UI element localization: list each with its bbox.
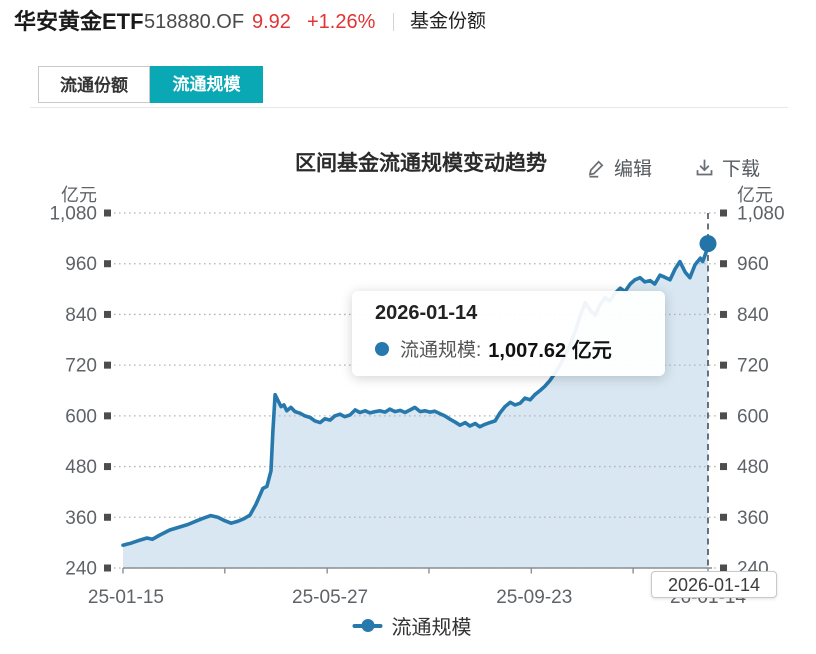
y-axis-label-left: 840: [65, 305, 97, 326]
axis-pointer-date-label: 2026-01-14: [651, 571, 777, 598]
fund-share-label: 基金份额: [410, 11, 487, 32]
gridline-end-square-left: [104, 361, 111, 369]
y-axis-unit-left: 亿元: [61, 185, 97, 205]
highlight-point-dot: [699, 235, 717, 253]
chart-tooltip: 2026-01-14 流通规模: 1,007.62 亿元: [352, 291, 665, 376]
header-divider: [393, 13, 394, 31]
y-axis-label-right: 720: [737, 356, 769, 377]
gridline-end-square-right: [720, 260, 727, 268]
gridline-end-square-right: [720, 564, 727, 572]
gridline-end-square-left: [104, 513, 111, 521]
series-dot-icon: [375, 341, 389, 356]
x-axis-label: 25-05-27: [292, 587, 368, 608]
gridline-end-square-left: [104, 209, 111, 217]
gridline-end-square-right: [720, 513, 727, 521]
gridline-end-square-left: [104, 260, 111, 268]
tooltip-date: 2026-01-14: [375, 302, 478, 324]
y-axis-label-left: 480: [65, 457, 97, 478]
fund-name: 华安黄金ETF: [14, 9, 144, 34]
tab-bar-divider: [30, 107, 788, 108]
y-axis-label-left: 360: [65, 508, 97, 529]
y-axis-label-right: 360: [737, 508, 769, 529]
gridline-end-square-right: [720, 463, 727, 471]
y-axis-unit-right: 亿元: [737, 185, 773, 205]
gridline-end-square-right: [720, 412, 727, 420]
legend-item-circulating-scale[interactable]: 流通规模: [352, 611, 472, 640]
edit-button-label: 编辑: [614, 159, 653, 180]
gridline-end-square-right: [720, 361, 727, 369]
x-axis-label: 25-09-23: [496, 587, 572, 608]
tooltip-series-label: 流通规模:: [400, 340, 482, 361]
y-axis-label-left: 600: [65, 406, 97, 427]
series-line: [121, 241, 710, 547]
gridline-end-square-left: [104, 564, 111, 572]
x-axis-label: 25-01-15: [88, 587, 164, 608]
fund-price: 9.92: [252, 11, 291, 33]
gridline-end-square-right: [720, 310, 727, 318]
tooltip-series-row: 流通规模: 1,007.62 亿元: [375, 334, 665, 363]
pencil-icon: [588, 160, 604, 178]
y-axis-label-left: 960: [65, 254, 97, 275]
fund-code: 518880.OF: [144, 11, 245, 33]
download-button-label: 下载: [722, 159, 761, 180]
y-axis-label-right: 1,080: [737, 204, 785, 225]
download-button[interactable]: 下载: [694, 154, 760, 181]
series-area-fill: [123, 243, 708, 568]
y-axis-label-right: 600: [737, 406, 769, 427]
gridline-end-square-left: [104, 412, 111, 420]
tab-circulating-share[interactable]: 流通份额: [38, 66, 150, 103]
y-axis-label-left: 1,080: [49, 204, 97, 225]
gridline-end-square-left: [104, 310, 111, 318]
y-axis-label-right: 840: [737, 305, 769, 326]
y-axis-label-left: 240: [65, 559, 97, 580]
tab-circulating-scale[interactable]: 流通规模: [150, 66, 263, 103]
quote-header: 华安黄金ETF 518880.OF 9.92 +1.26% 基金份额: [0, 6, 816, 38]
gridline-end-square-left: [104, 463, 111, 471]
legend-line-dot-icon: [352, 619, 383, 633]
tooltip-value: 1,007.62 亿元: [488, 340, 612, 362]
chart-title: 区间基金流通规模变动趋势: [295, 152, 547, 175]
y-axis-label-left: 720: [65, 356, 97, 377]
y-axis-label-right: 960: [737, 254, 769, 275]
gridline-end-square-right: [720, 209, 727, 217]
tab-bar: 流通份额 流通规模: [38, 66, 263, 103]
edit-button[interactable]: 编辑: [586, 154, 652, 181]
fund-change-percent: +1.26%: [307, 11, 376, 33]
legend-label: 流通规模: [391, 617, 472, 639]
download-icon: [696, 159, 713, 176]
y-axis-label-right: 480: [737, 457, 769, 478]
